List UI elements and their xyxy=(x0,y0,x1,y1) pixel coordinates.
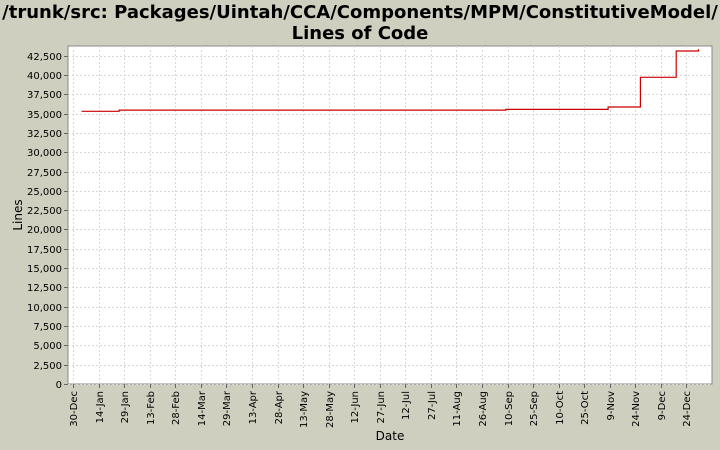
x-tick-label: 28-May xyxy=(325,391,336,428)
plot-area xyxy=(67,45,713,385)
y-axis: 0 2,500 5,000 7,500 10,000 12,500 15,000 17,500… xyxy=(27,52,68,391)
chart-title-line-2: Lines of Code xyxy=(291,23,429,44)
x-tick-label: 9-Dec xyxy=(657,391,668,420)
x-tick-label: 27-Jul xyxy=(427,391,438,420)
y-tick-label: 15,000 xyxy=(27,264,62,275)
y-tick-label: 17,500 xyxy=(27,245,62,256)
x-tick-label: 28-Feb xyxy=(171,391,182,425)
x-axis-label: Date xyxy=(376,429,405,443)
x-tick-label: 12-Jul xyxy=(401,391,412,420)
x-axis: 30-Dec 14-Jan 29-Jan 13-Feb 28-Feb 14-Mar 29-M… xyxy=(69,384,693,428)
y-tick-label: 30,000 xyxy=(27,148,62,159)
y-tick-label: 32,500 xyxy=(27,129,62,140)
x-tick-label: 14-Mar xyxy=(197,390,208,426)
x-tick-label: 26-Aug xyxy=(478,391,489,427)
x-tick-label: 11-Aug xyxy=(452,391,463,427)
x-tick-label: 28-Apr xyxy=(274,390,285,424)
grid-lines xyxy=(68,46,712,385)
x-tick-label: 9-Nov xyxy=(606,391,617,421)
series-group xyxy=(81,49,700,112)
y-tick-label: 0 xyxy=(56,380,62,391)
y-tick-label: 2,500 xyxy=(33,361,62,372)
x-tick-label: 25-Oct xyxy=(580,391,591,425)
y-tick-label: 22,500 xyxy=(27,206,62,217)
y-tick-label: 25,000 xyxy=(27,187,62,198)
x-tick-label: 14-Jan xyxy=(95,391,106,423)
x-tick-label: 29-Jan xyxy=(120,391,131,423)
x-tick-label: 13-May xyxy=(299,391,310,428)
y-tick-label: 20,000 xyxy=(27,225,62,236)
series-line xyxy=(81,49,700,112)
x-tick-label: 24-Dec xyxy=(682,391,693,427)
x-tick-label: 29-Mar xyxy=(222,390,233,426)
x-tick-label: 30-Dec xyxy=(69,391,80,427)
y-tick-label: 37,500 xyxy=(27,90,62,101)
x-tick-label: 12-Jun xyxy=(350,391,361,424)
y-tick-label: 7,500 xyxy=(33,322,62,333)
x-tick-label: 27-Jun xyxy=(376,391,387,424)
x-tick-label: 25-Sep xyxy=(529,391,540,426)
y-tick-label: 12,500 xyxy=(27,283,62,294)
y-tick-label: 10,000 xyxy=(27,303,62,314)
y-tick-label: 42,500 xyxy=(27,52,62,63)
x-tick-label: 24-Nov xyxy=(631,391,642,427)
x-tick-label: 10-Sep xyxy=(504,391,515,426)
y-tick-label: 40,000 xyxy=(27,71,62,82)
x-tick-label: 10-Oct xyxy=(555,391,566,425)
y-axis-label: Lines xyxy=(11,199,25,230)
chart-title-line-1: /trunk/src: Packages/Uintah/CCA/Componen… xyxy=(2,2,718,23)
y-tick-label: 27,500 xyxy=(27,168,62,179)
x-tick-label: 13-Feb xyxy=(146,391,157,425)
x-tick-label: 13-Apr xyxy=(248,390,259,424)
y-tick-label: 5,000 xyxy=(33,341,62,352)
y-tick-label: 35,000 xyxy=(27,110,62,121)
